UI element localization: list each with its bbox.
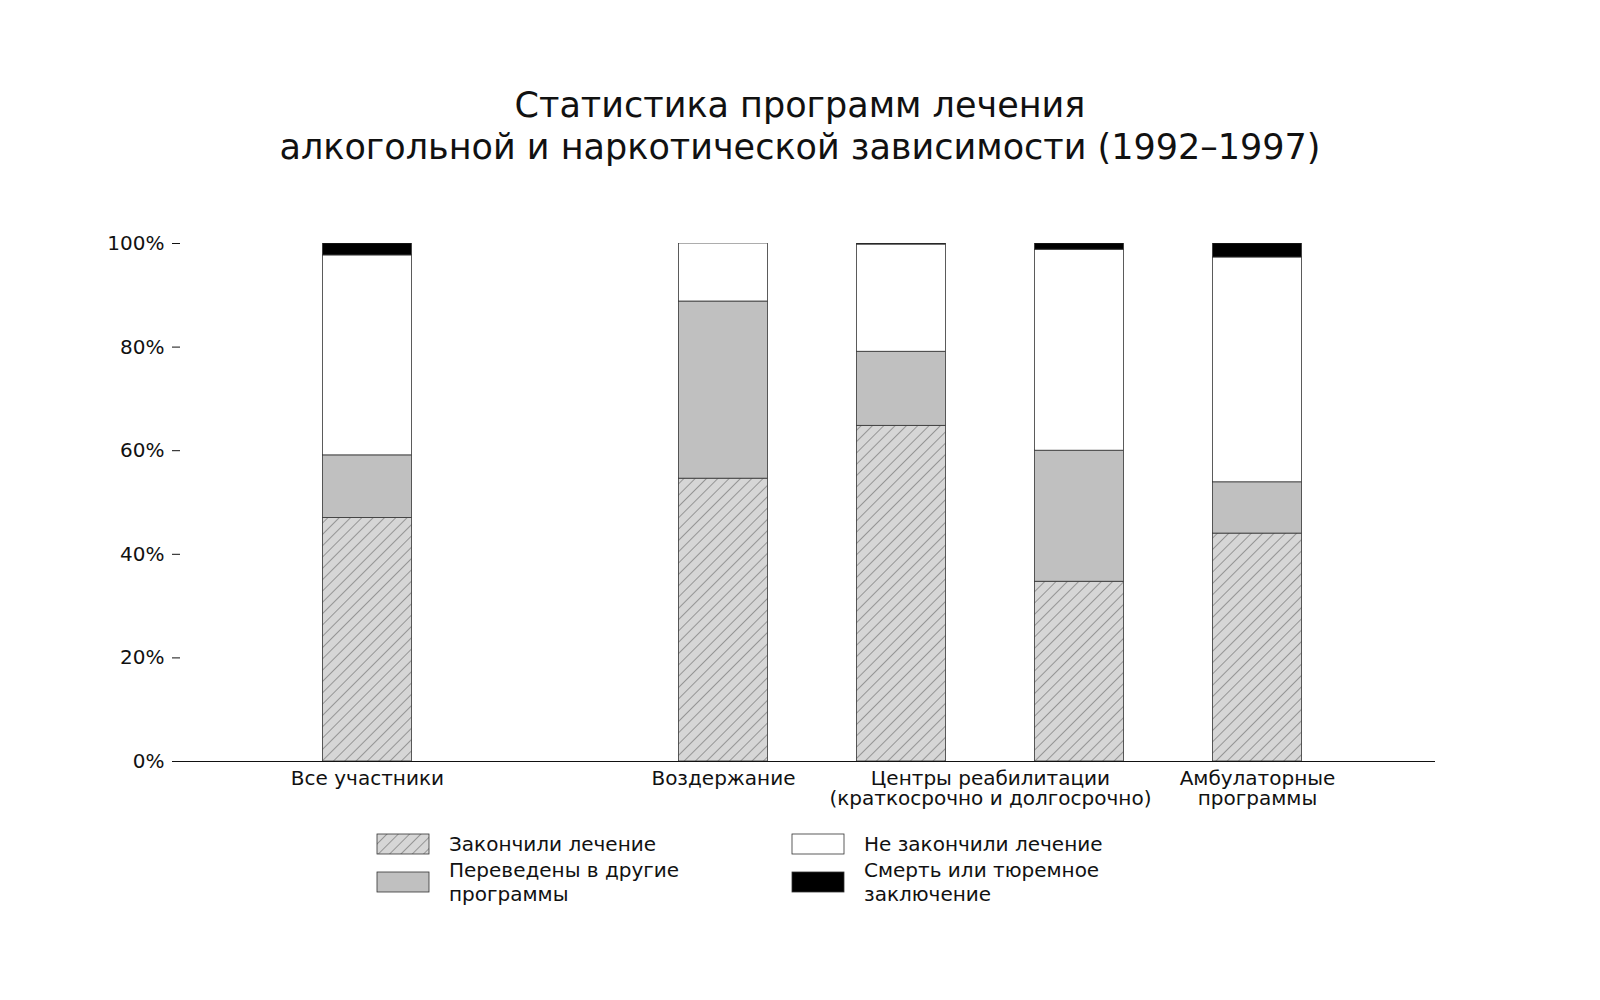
html-text:Закончили лечение: Закончили лечение [449, 832, 656, 856]
svg-text:Амбулаторныепрограммы: Амбулаторныепрограммы [1180, 766, 1336, 810]
svg-text:60%: 60% [120, 438, 164, 462]
svg-text:80%: 80% [120, 335, 164, 359]
svg-text:Центры реабилитации(краткосроч: Центры реабилитации(краткосрочно и долго… [829, 766, 1151, 810]
svg-text:40%: 40% [120, 542, 164, 566]
svg-text:100%: 100% [107, 231, 164, 255]
html-text:Статистика программ лечения ал: Статистика программ лечения алкогольной … [279, 85, 1321, 167]
html-text:Переведены в другие программы: Переведены в другие программы [449, 858, 680, 906]
svg-text:0%: 0% [133, 749, 165, 773]
html-text:Не закончили лечение: Не закончили лечение [864, 832, 1103, 856]
svg-text:Все участники: Все участники [291, 766, 444, 790]
html-text:Смерть или тюремное заключение: Смерть или тюремное заключение [864, 858, 1100, 906]
svg-text:20%: 20% [120, 645, 164, 669]
svg-text:Воздержание: Воздержание [651, 766, 795, 790]
